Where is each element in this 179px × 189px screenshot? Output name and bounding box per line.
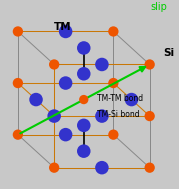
Point [148,166,151,169]
Point [112,30,115,33]
Point [82,46,85,50]
Point [64,30,67,33]
Point [82,98,85,101]
Point [82,150,85,153]
Text: Si: Si [163,48,174,58]
Text: TM: TM [54,22,72,32]
Point [148,115,151,118]
Point [112,81,115,84]
Point [16,30,19,33]
Point [53,166,56,169]
Text: slip: slip [151,2,168,12]
Point [82,72,85,75]
Text: TM-TM bond: TM-TM bond [98,94,144,103]
Point [112,133,115,136]
Point [64,81,67,84]
Point [16,133,19,136]
Point [100,63,103,66]
Point [53,115,56,118]
Text: TM-Si bond: TM-Si bond [98,110,140,119]
Point [82,124,85,127]
Point [35,98,37,101]
Point [16,81,19,84]
Point [64,133,67,136]
Point [148,63,151,66]
Point [130,98,133,101]
Point [53,63,56,66]
Point [100,115,103,118]
Point [53,115,56,118]
Point [100,166,103,169]
